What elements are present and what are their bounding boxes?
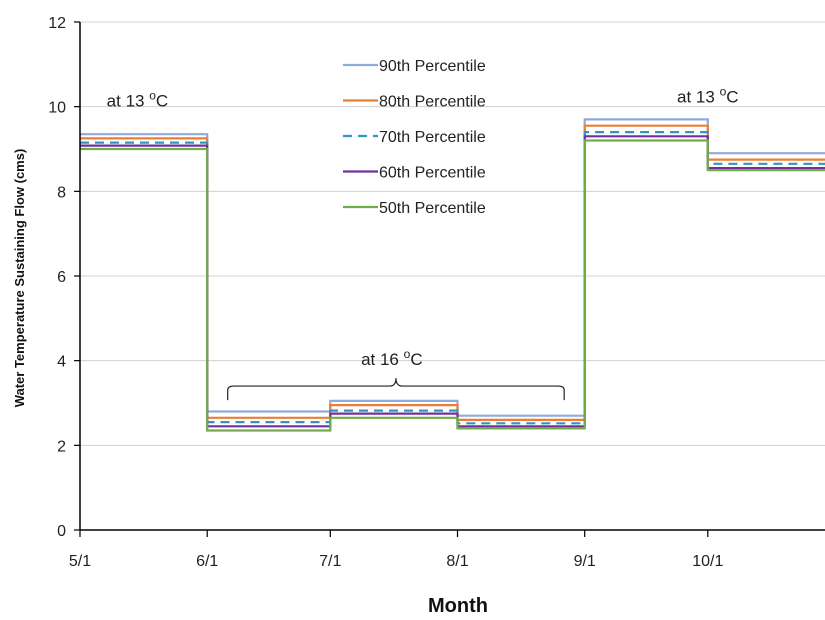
annotations: at 13 oC at 16 oC at 13 oC	[107, 84, 739, 401]
y-tick-labels: 0 2 4 6 8 10 12	[48, 15, 66, 540]
legend: 90th Percentile 80th Percentile 70th Perce…	[343, 58, 486, 217]
bracket	[227, 378, 565, 401]
series-lines	[80, 118, 825, 432]
x-tick-label: 10/1	[692, 553, 723, 570]
x-tick-labels: 5/1 6/1 7/1 8/1 9/1 10/1	[69, 553, 724, 570]
x-tick-label: 5/1	[69, 553, 91, 570]
y-tick-label: 8	[57, 184, 66, 201]
series-line-5	[80, 139, 825, 432]
legend-label: 60th Percentile	[379, 165, 486, 182]
y-tick-label: 4	[57, 354, 66, 371]
legend-label: 80th Percentile	[379, 94, 486, 111]
annotation-label: at 16 oC	[361, 347, 423, 369]
axes	[74, 21, 825, 537]
y-tick-label: 10	[48, 100, 66, 117]
y-axis-title: Water Temperature Sustaining Flow (cms)	[12, 149, 27, 408]
legend-label: 70th Percentile	[379, 129, 486, 146]
legend-label: 50th Percentile	[379, 200, 486, 217]
y-tick-label: 6	[57, 269, 66, 286]
x-tick-label: 9/1	[574, 553, 596, 570]
x-axis-title: Month	[428, 595, 488, 617]
legend-label: 90th Percentile	[379, 58, 486, 75]
y-tick-label: 12	[48, 15, 66, 32]
x-tick-label: 8/1	[446, 553, 468, 570]
y-tick-label: 0	[57, 523, 66, 540]
x-tick-label: 6/1	[196, 553, 218, 570]
gridlines	[80, 21, 825, 446]
annotation-label: at 13 oC	[677, 84, 739, 106]
annotation-label: at 13 oC	[107, 89, 169, 111]
y-tick-label: 2	[57, 438, 66, 455]
x-tick-label: 7/1	[319, 553, 341, 570]
